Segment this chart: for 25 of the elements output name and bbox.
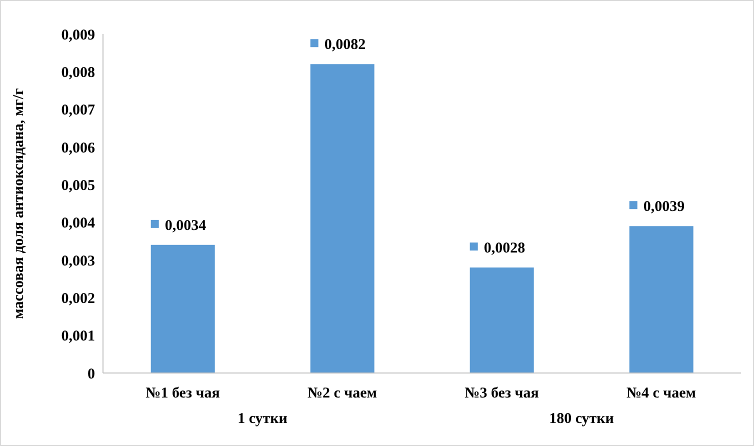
y-tick-label: 0,008: [61, 64, 95, 81]
y-tick-label: 0,007: [61, 102, 96, 119]
data-label: 0,0028: [484, 240, 526, 257]
y-tick-label: 0,001: [61, 328, 95, 345]
y-tick-label: 0,006: [61, 140, 96, 156]
y-tick-label: 0: [88, 366, 95, 382]
bar: [310, 64, 374, 373]
y-tick-label: 0,004: [61, 216, 96, 232]
y-tick-label: 0,002: [61, 290, 95, 307]
text: 1 сутки: [238, 411, 288, 427]
bar: [470, 268, 534, 373]
bar: [629, 226, 694, 373]
y-axis-title: массовая доля антиоксидана, мг/г: [11, 88, 27, 319]
y-tick-label: 0,009: [61, 27, 95, 44]
text: 180 сутки: [549, 411, 614, 427]
x-tick-label: №2 с чаем: [307, 386, 378, 402]
data-label: 0,0039: [643, 199, 685, 216]
bar: [150, 244, 215, 373]
data-label: 0,0034: [164, 218, 207, 234]
x-tick-label: №1 без чая: [146, 386, 220, 402]
y-tick-label: 0,005: [61, 178, 95, 194]
x-tick-label: №3 без чая: [464, 386, 539, 402]
x-tick-label: №4 с чаем: [626, 386, 696, 402]
data-label: 0,0082: [324, 37, 366, 54]
y-tick-label: 0,003: [61, 253, 95, 270]
